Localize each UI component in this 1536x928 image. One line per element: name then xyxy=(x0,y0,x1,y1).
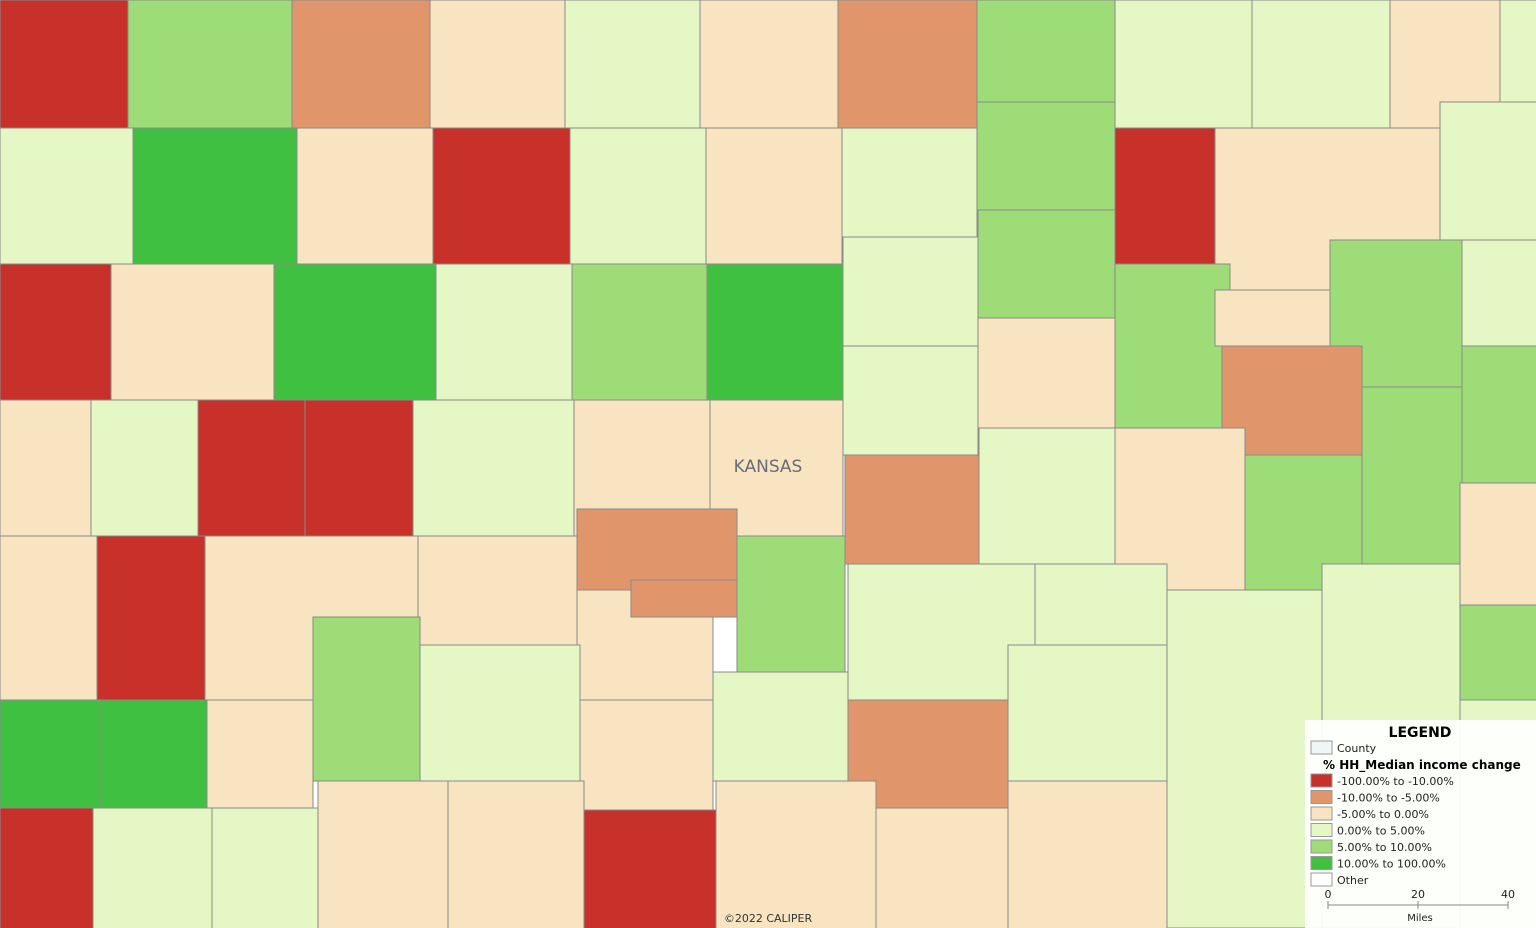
legend-box xyxy=(1305,720,1536,928)
copyright: ©2022 CALIPER xyxy=(724,912,813,925)
legend-swatch xyxy=(1310,839,1333,854)
scale-tick-label: 40 xyxy=(1501,888,1515,901)
legend-swatch xyxy=(1310,773,1333,788)
legend-label: 10.00% to 100.00% xyxy=(1337,858,1446,871)
layer-swatch xyxy=(1310,740,1333,755)
legend-label: Other xyxy=(1337,874,1369,887)
scale-tick-label: 0 xyxy=(1325,888,1332,901)
legend-swatch xyxy=(1310,872,1333,887)
legend-label: -5.00% to 0.00% xyxy=(1337,808,1429,821)
legend-swatch xyxy=(1310,790,1333,804)
legend-swatch xyxy=(1310,823,1333,837)
legend-label: 0.00% to 5.00% xyxy=(1337,825,1425,838)
legend-label: 5.00% to 10.00% xyxy=(1337,841,1432,854)
scale-unit: Miles xyxy=(1407,913,1433,924)
theme-title: % HH_Median income change xyxy=(1323,758,1521,773)
state-label: KANSAS xyxy=(734,457,803,477)
scale-tick-label: 20 xyxy=(1411,888,1425,901)
legend-label: -100.00% to -10.00% xyxy=(1337,775,1454,788)
legend: LEGEND County % HH_Median income change … xyxy=(1305,720,1536,928)
layer-label: County xyxy=(1337,742,1377,755)
legend-swatch xyxy=(1310,806,1333,821)
legend-swatch xyxy=(1310,856,1333,870)
legend-label: -10.00% to -5.00% xyxy=(1337,792,1440,805)
legend-title: LEGEND xyxy=(1389,725,1452,741)
